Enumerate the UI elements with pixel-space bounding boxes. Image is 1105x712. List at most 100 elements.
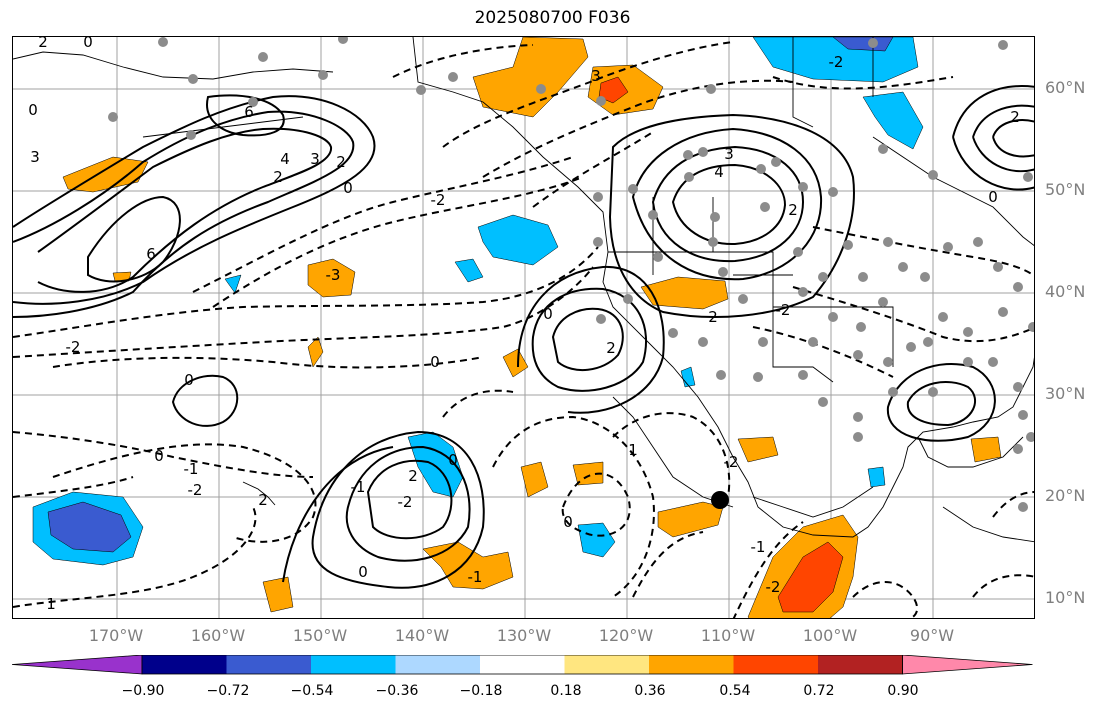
- blue-region-baja: [680, 366, 696, 388]
- lat-label-50n: 50°N: [1045, 180, 1086, 199]
- lat-label-30n: 30°N: [1045, 384, 1086, 403]
- lon-label-120w: 120°W: [598, 626, 654, 645]
- contour-label: -2: [398, 493, 413, 511]
- map-frame[interactable]: 2 0 0 6 4 3 2 0 2 6 3 -3 -2 0 2 0 -2 4 3…: [12, 36, 1035, 619]
- orange-region-small-1: [112, 271, 132, 282]
- orange-region-mid-south: [520, 461, 549, 498]
- contour-label: 2: [708, 308, 718, 326]
- contour-label: 3: [591, 67, 601, 85]
- lon-label-150w: 150°W: [292, 626, 348, 645]
- contour-label: 2: [1010, 108, 1020, 126]
- orange-region-southwest: [640, 276, 729, 310]
- colorbar-tick: 0.54: [719, 683, 751, 699]
- colorbar: [12, 655, 1033, 675]
- contour-label: -2: [724, 453, 739, 471]
- station-dots: [108, 37, 1034, 512]
- lat-label-20n: 20°N: [1045, 486, 1086, 505]
- lon-label-140w: 140°W: [394, 626, 450, 645]
- contour-label: -2: [766, 578, 781, 596]
- contour-label: 2: [273, 168, 283, 186]
- colorbar-outline: [141, 655, 903, 675]
- orange-region-mexico-2: [737, 436, 779, 463]
- colorbar-segment: [564, 655, 649, 674]
- orange-region-small-3: [572, 461, 604, 486]
- contour-label: 0: [343, 179, 353, 197]
- contour-label: 2: [38, 37, 48, 51]
- orange-region-alaska: [472, 37, 589, 118]
- contour-label: -2: [431, 191, 446, 209]
- contour-label: 4: [714, 163, 724, 181]
- contour-label: 2: [258, 491, 268, 509]
- contour-label: -1: [751, 538, 766, 556]
- contour-label: 1: [46, 595, 56, 613]
- contour-label: 4: [280, 150, 290, 168]
- red-region-canada: [598, 76, 629, 104]
- contour-label: -1: [184, 460, 199, 478]
- contour-label: 0: [28, 101, 38, 119]
- lon-label-90w: 90°W: [909, 626, 955, 645]
- colorbar-segment: [395, 655, 480, 674]
- contour-label: -1: [468, 568, 483, 586]
- blue-region-small-1: [454, 258, 484, 283]
- contour-label: 0: [358, 563, 368, 581]
- positive-contours: [13, 85, 1034, 589]
- lon-label-130w: 130°W: [496, 626, 552, 645]
- orange-region-mexico-1: [657, 501, 724, 538]
- contour-label: 2: [336, 153, 346, 171]
- lon-label-160w: 160°W: [190, 626, 246, 645]
- blue-region-gulf: [867, 466, 886, 488]
- colorbar-tick: −0.36: [375, 683, 419, 699]
- contour-label: 0: [448, 451, 458, 469]
- contour-label: 0: [563, 513, 573, 531]
- contour-label: 0: [543, 305, 553, 323]
- lat-label-40n: 40°N: [1045, 282, 1086, 301]
- negative-contours: [13, 41, 1034, 618]
- blue-region-hudson: [862, 91, 924, 150]
- colorbar-tick: 0.72: [803, 683, 835, 699]
- contour-label: -2: [188, 481, 203, 499]
- lon-label-170w: 170°W: [88, 626, 144, 645]
- colorbar-segment: [226, 655, 311, 674]
- colorbar-tick: −0.18: [459, 683, 503, 699]
- contour-label: 2: [788, 201, 798, 219]
- colorbar-segment: [12, 655, 143, 675]
- colorbar-segment: [311, 655, 396, 674]
- red-region-east-pacific: [777, 541, 844, 613]
- lon-label-100w: 100°W: [802, 626, 858, 645]
- colorbar-tick: −0.90: [121, 683, 165, 699]
- shaded-anomalies: [32, 37, 1002, 618]
- hurricane-marker: [711, 491, 729, 509]
- orange-region-south-1: [422, 541, 514, 590]
- contour-label: 0: [154, 447, 164, 465]
- colorbar-segment: [818, 655, 903, 674]
- contour-label: 3: [30, 148, 40, 166]
- lon-label-110w: 110°W: [700, 626, 756, 645]
- contour-label: 3: [310, 150, 320, 168]
- contour-label: 0: [430, 353, 440, 371]
- contour-label: 1: [628, 441, 638, 459]
- darkblue-region-hawaii: [47, 501, 132, 553]
- contour-label: -2: [776, 301, 791, 319]
- blue-region-small-2: [224, 274, 242, 294]
- colorbar-tick: 0.18: [550, 683, 582, 699]
- contour-label: -1: [351, 478, 366, 496]
- contour-label: 6: [146, 245, 156, 263]
- colorbar-segment: [142, 655, 227, 674]
- contour-label: 0: [184, 371, 194, 389]
- orange-region-gulf: [970, 436, 1002, 463]
- colorbar-tick: 0.90: [887, 683, 919, 699]
- contour-label: 6: [244, 103, 254, 121]
- colorbar-tick: −0.54: [290, 683, 334, 699]
- colorbar-segment: [733, 655, 818, 674]
- contour-label: 0: [83, 37, 93, 51]
- contour-label: 2: [606, 339, 616, 357]
- colorbar-segment: [902, 655, 1033, 675]
- darkblue-region-north: [832, 37, 894, 52]
- colorbar-tick: 0.36: [634, 683, 666, 699]
- blue-region-pacific: [477, 214, 559, 266]
- contour-label: -2: [66, 338, 81, 356]
- colorbar-segment: [649, 655, 734, 674]
- contour-label: 3: [724, 145, 734, 163]
- colorbar-tick: −0.72: [206, 683, 250, 699]
- lat-label-60n: 60°N: [1045, 78, 1086, 97]
